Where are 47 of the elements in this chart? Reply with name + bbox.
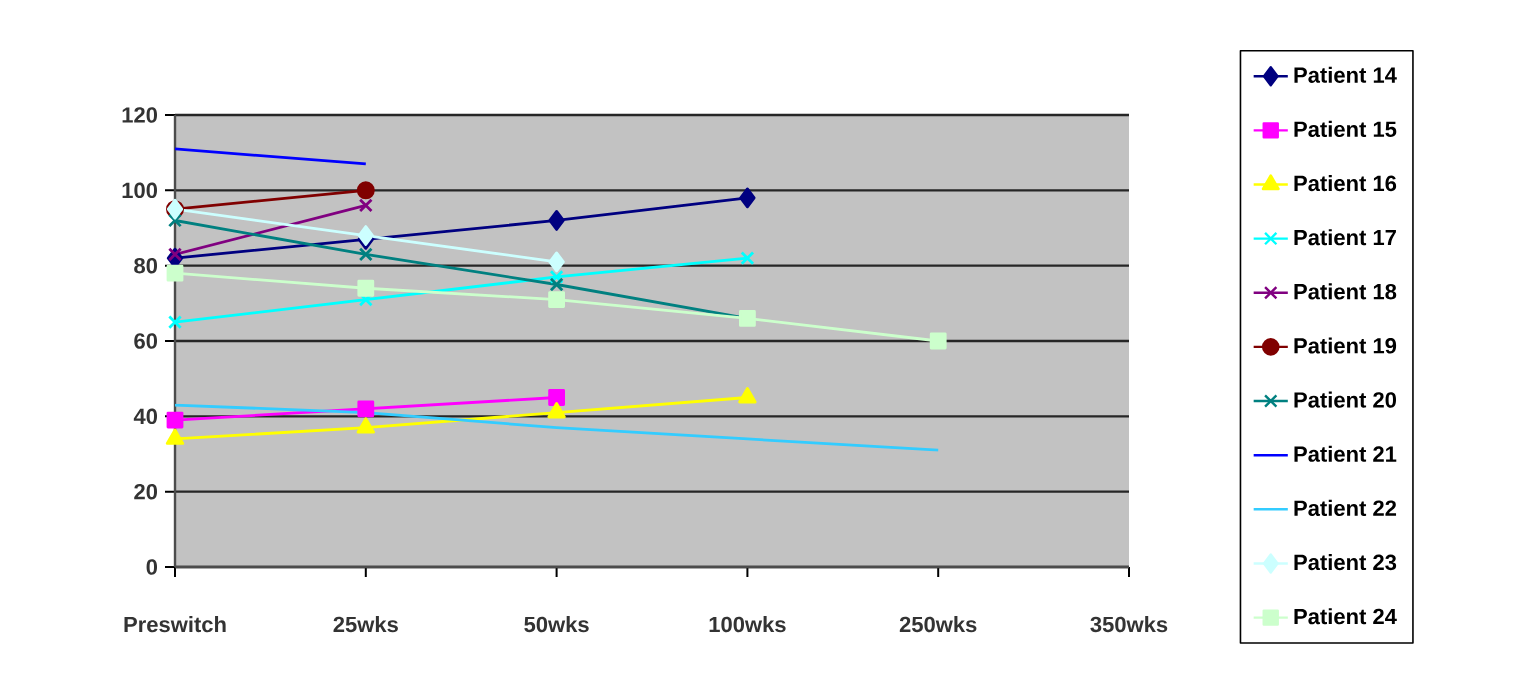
point [356, 417, 375, 434]
x-tick-label: 25wks [333, 616, 398, 633]
point [549, 277, 564, 292]
point [548, 389, 565, 406]
x-tick-label: 250wks [899, 616, 977, 633]
legend-label: Patient 20 [1294, 391, 1397, 408]
legend-label: Patient 24 [1294, 608, 1397, 625]
point [547, 402, 566, 419]
legend-label: Patient 18 [1294, 283, 1397, 300]
legend-label: Patient 21 [1294, 445, 1397, 462]
point [167, 213, 183, 228]
point [740, 251, 755, 266]
point [356, 181, 375, 200]
point [357, 279, 375, 297]
point [167, 315, 183, 330]
x-tick-label: Preswitch [124, 616, 226, 633]
point [358, 198, 373, 213]
point [548, 251, 565, 273]
x-tick-label: 100wks [709, 616, 786, 633]
y-tick-label: 60 [134, 333, 158, 349]
legend-label: Patient 23 [1294, 553, 1397, 571]
x-tick-label: 350wks [1090, 616, 1168, 633]
y-tick-label: 0 [146, 559, 158, 575]
point [166, 264, 184, 282]
legend-label: Patient 22 [1294, 499, 1397, 516]
point [548, 291, 565, 308]
point [738, 387, 757, 404]
point [167, 247, 183, 262]
legend-label: Patient 15 [1294, 120, 1397, 138]
y-tick-label: 80 [134, 257, 158, 274]
point [929, 332, 947, 350]
y-tick-label: 20 [134, 483, 158, 500]
legend-label: Patient 17 [1294, 229, 1396, 246]
y-tick-label: 120 [122, 107, 158, 123]
point [165, 428, 185, 445]
point [358, 247, 373, 262]
point [166, 411, 184, 429]
legend-label: Patient 19 [1294, 337, 1397, 354]
point [357, 225, 374, 246]
y-tick-label: 100 [122, 182, 158, 199]
point [357, 400, 375, 418]
point [548, 210, 565, 231]
x-tick-label: 50wks [524, 616, 589, 633]
legend-label: Patient 16 [1294, 175, 1397, 192]
y-tick-label: 40 [133, 408, 158, 425]
legend-label: Patient 14 [1294, 66, 1397, 83]
point [739, 187, 756, 209]
